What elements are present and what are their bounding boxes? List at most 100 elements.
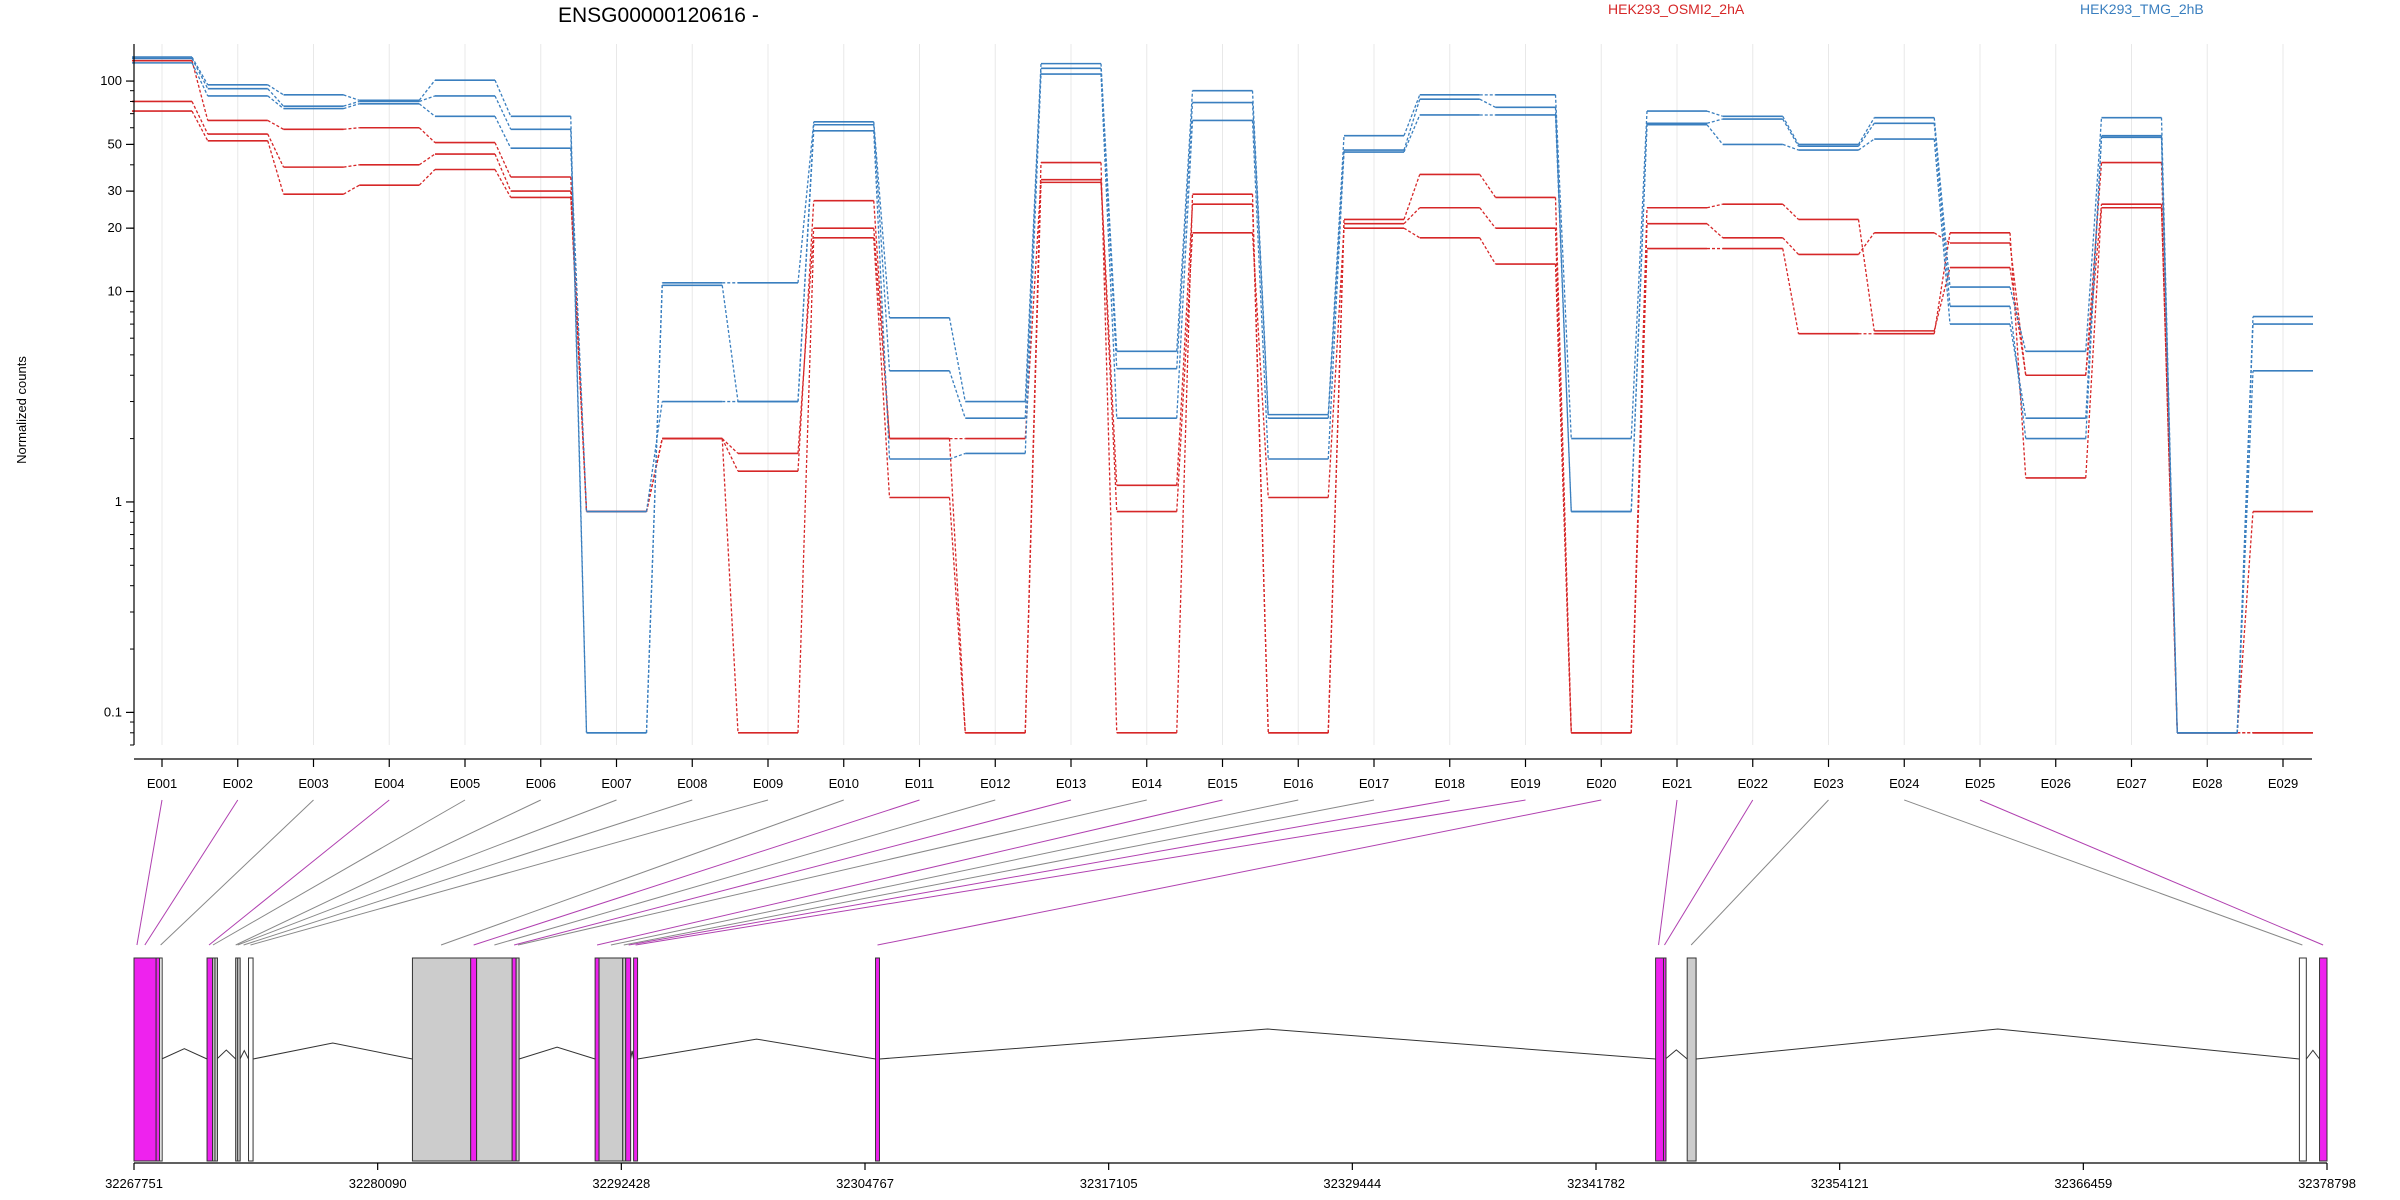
exon-block-e021 <box>1655 957 1664 1162</box>
exon-link-e011 <box>473 799 920 946</box>
series-5-connector-e024 <box>1933 123 1951 307</box>
series-1-connector-e025 <box>2009 232 2027 479</box>
series-5-connector-e018 <box>1479 98 1496 108</box>
legend-item-osmi2: HEK293_OSMI2_2hA <box>1608 1 1745 17</box>
series-2-connector-e022 <box>1782 237 1799 255</box>
exon-link-e001 <box>136 799 163 946</box>
series-6-connector-e013 <box>1100 63 1118 352</box>
exon-link-e010 <box>440 799 844 946</box>
y-tick-label-10: 10 <box>108 284 122 299</box>
series-5-connector-e019 <box>1554 107 1572 512</box>
series-1-connector-e026 <box>2085 207 2103 479</box>
series-6-connector-e019 <box>1554 94 1572 439</box>
intron-9 <box>252 1042 413 1060</box>
genomic-tick-label-32292428: 32292428 <box>592 1176 650 1191</box>
series-4-connector-e019 <box>1554 114 1572 512</box>
series-5-connector-e017 <box>1403 99 1421 151</box>
exon-block-e008 <box>237 957 241 1162</box>
exon-block-e013 <box>511 957 517 1162</box>
series-6-connector-e001 <box>191 56 209 86</box>
intron-6 <box>216 1049 237 1060</box>
genomic-tick-label-32280090: 32280090 <box>349 1176 407 1191</box>
exon-link-e002 <box>144 799 239 946</box>
series-6-connector-e026 <box>2085 117 2103 352</box>
genomic-tick-label-32267751: 32267751 <box>105 1176 163 1191</box>
series-5-connector-e005 <box>494 95 512 130</box>
x-tick-label-e014: E014 <box>1132 776 1162 791</box>
genomic-tick-label-32366459: 32366459 <box>2054 1176 2112 1191</box>
series-6-connector-e006 <box>570 116 588 733</box>
series-1-connector-e017 <box>1403 227 1421 239</box>
series-4-connector-e013 <box>1100 73 1118 419</box>
x-tick-label-e007: E007 <box>601 776 631 791</box>
exon-link-e015 <box>596 799 1223 946</box>
series-4-connector-e015 <box>1251 120 1269 460</box>
series-6-connector-e022 <box>1782 115 1800 145</box>
series-2-connector-e021 <box>1706 223 1724 239</box>
exon-block-e006 <box>214 957 218 1162</box>
series-1-connector-e002 <box>267 140 285 195</box>
series-4-connector-e011 <box>949 452 966 460</box>
legend-item-tmg: HEK293_TMG_2hB <box>2080 1 2204 17</box>
series-3-connector-e008 <box>721 438 739 472</box>
y-tick-label-100: 100 <box>100 73 122 88</box>
intron-8 <box>239 1049 249 1060</box>
series-6-connector-e021 <box>1706 110 1723 117</box>
exon-link-e024 <box>1904 799 2303 946</box>
y-tick-label-1: 1 <box>115 494 122 509</box>
exon-block-e011 <box>470 957 478 1162</box>
series-2-connector-e008 <box>721 438 739 454</box>
exon-link-e004 <box>208 799 390 946</box>
series-4-connector-e023 <box>1858 138 1875 151</box>
series-3-connector-e011 <box>948 438 966 733</box>
exon-block-e016 <box>598 957 624 1162</box>
series-6-connector-e023 <box>1857 117 1875 145</box>
series-5-connector-e002 <box>267 88 284 107</box>
series-4-connector-e021 <box>1706 124 1724 145</box>
series-3-connector-e023 <box>1857 219 1875 331</box>
exon-link-e012 <box>494 799 996 946</box>
series-3-connector-e013 <box>1100 162 1118 733</box>
series-3-connector-e001 <box>191 60 209 121</box>
series-1-connector-e001 <box>191 110 209 142</box>
series-2-connector-e003 <box>343 164 360 168</box>
series-3-connector-e003 <box>343 127 360 130</box>
exon-block-e014 <box>515 957 520 1162</box>
series-2-connector-e001 <box>191 101 209 135</box>
exon-link-e017 <box>623 799 1375 946</box>
exon-link-e006 <box>235 799 541 946</box>
intron-22 <box>1665 1049 1688 1060</box>
series-6 <box>132 56 2313 734</box>
series-6-connector-e016 <box>1327 135 1345 415</box>
series-3-connector-e007 <box>645 438 663 512</box>
exon-block-e001 <box>133 957 157 1162</box>
exon-block-e009 <box>248 957 254 1162</box>
genomic-tick-label-32317105: 32317105 <box>1080 1176 1138 1191</box>
series-2-connector-e023 <box>1857 232 1875 255</box>
series-2-connector-e014 <box>1176 204 1194 486</box>
series-5-connector-e023 <box>1857 122 1875 147</box>
x-tick-label-e015: E015 <box>1207 776 1237 791</box>
exon-block-e025 <box>2319 957 2328 1162</box>
series-6-connector-e025 <box>2009 286 2027 352</box>
exon-link-e020 <box>877 799 1602 946</box>
series-2-connector-e002 <box>267 133 285 168</box>
x-tick-label-e010: E010 <box>829 776 859 791</box>
x-tick-label-e024: E024 <box>1889 776 1919 791</box>
series-4-connector-e002 <box>267 95 284 110</box>
exon-link-e023 <box>1690 799 1829 946</box>
series-6-connector-e004 <box>418 79 436 101</box>
series-3-connector-e025 <box>2009 267 2027 376</box>
exon-link-lines <box>136 799 2324 946</box>
series-4-connector-e017 <box>1403 114 1421 153</box>
series-1-connector-e010 <box>873 237 891 498</box>
exon-link-e019 <box>635 799 1526 946</box>
series-3-connector-e021 <box>1706 203 1723 209</box>
series-6-connector-e027 <box>2160 117 2178 733</box>
series-layer <box>132 56 2313 734</box>
x-tick-label-e006: E006 <box>526 776 556 791</box>
y-axis-label: Normalized counts <box>14 356 29 464</box>
exon-block-e002 <box>155 957 161 1162</box>
x-tick-label-e008: E008 <box>677 776 707 791</box>
